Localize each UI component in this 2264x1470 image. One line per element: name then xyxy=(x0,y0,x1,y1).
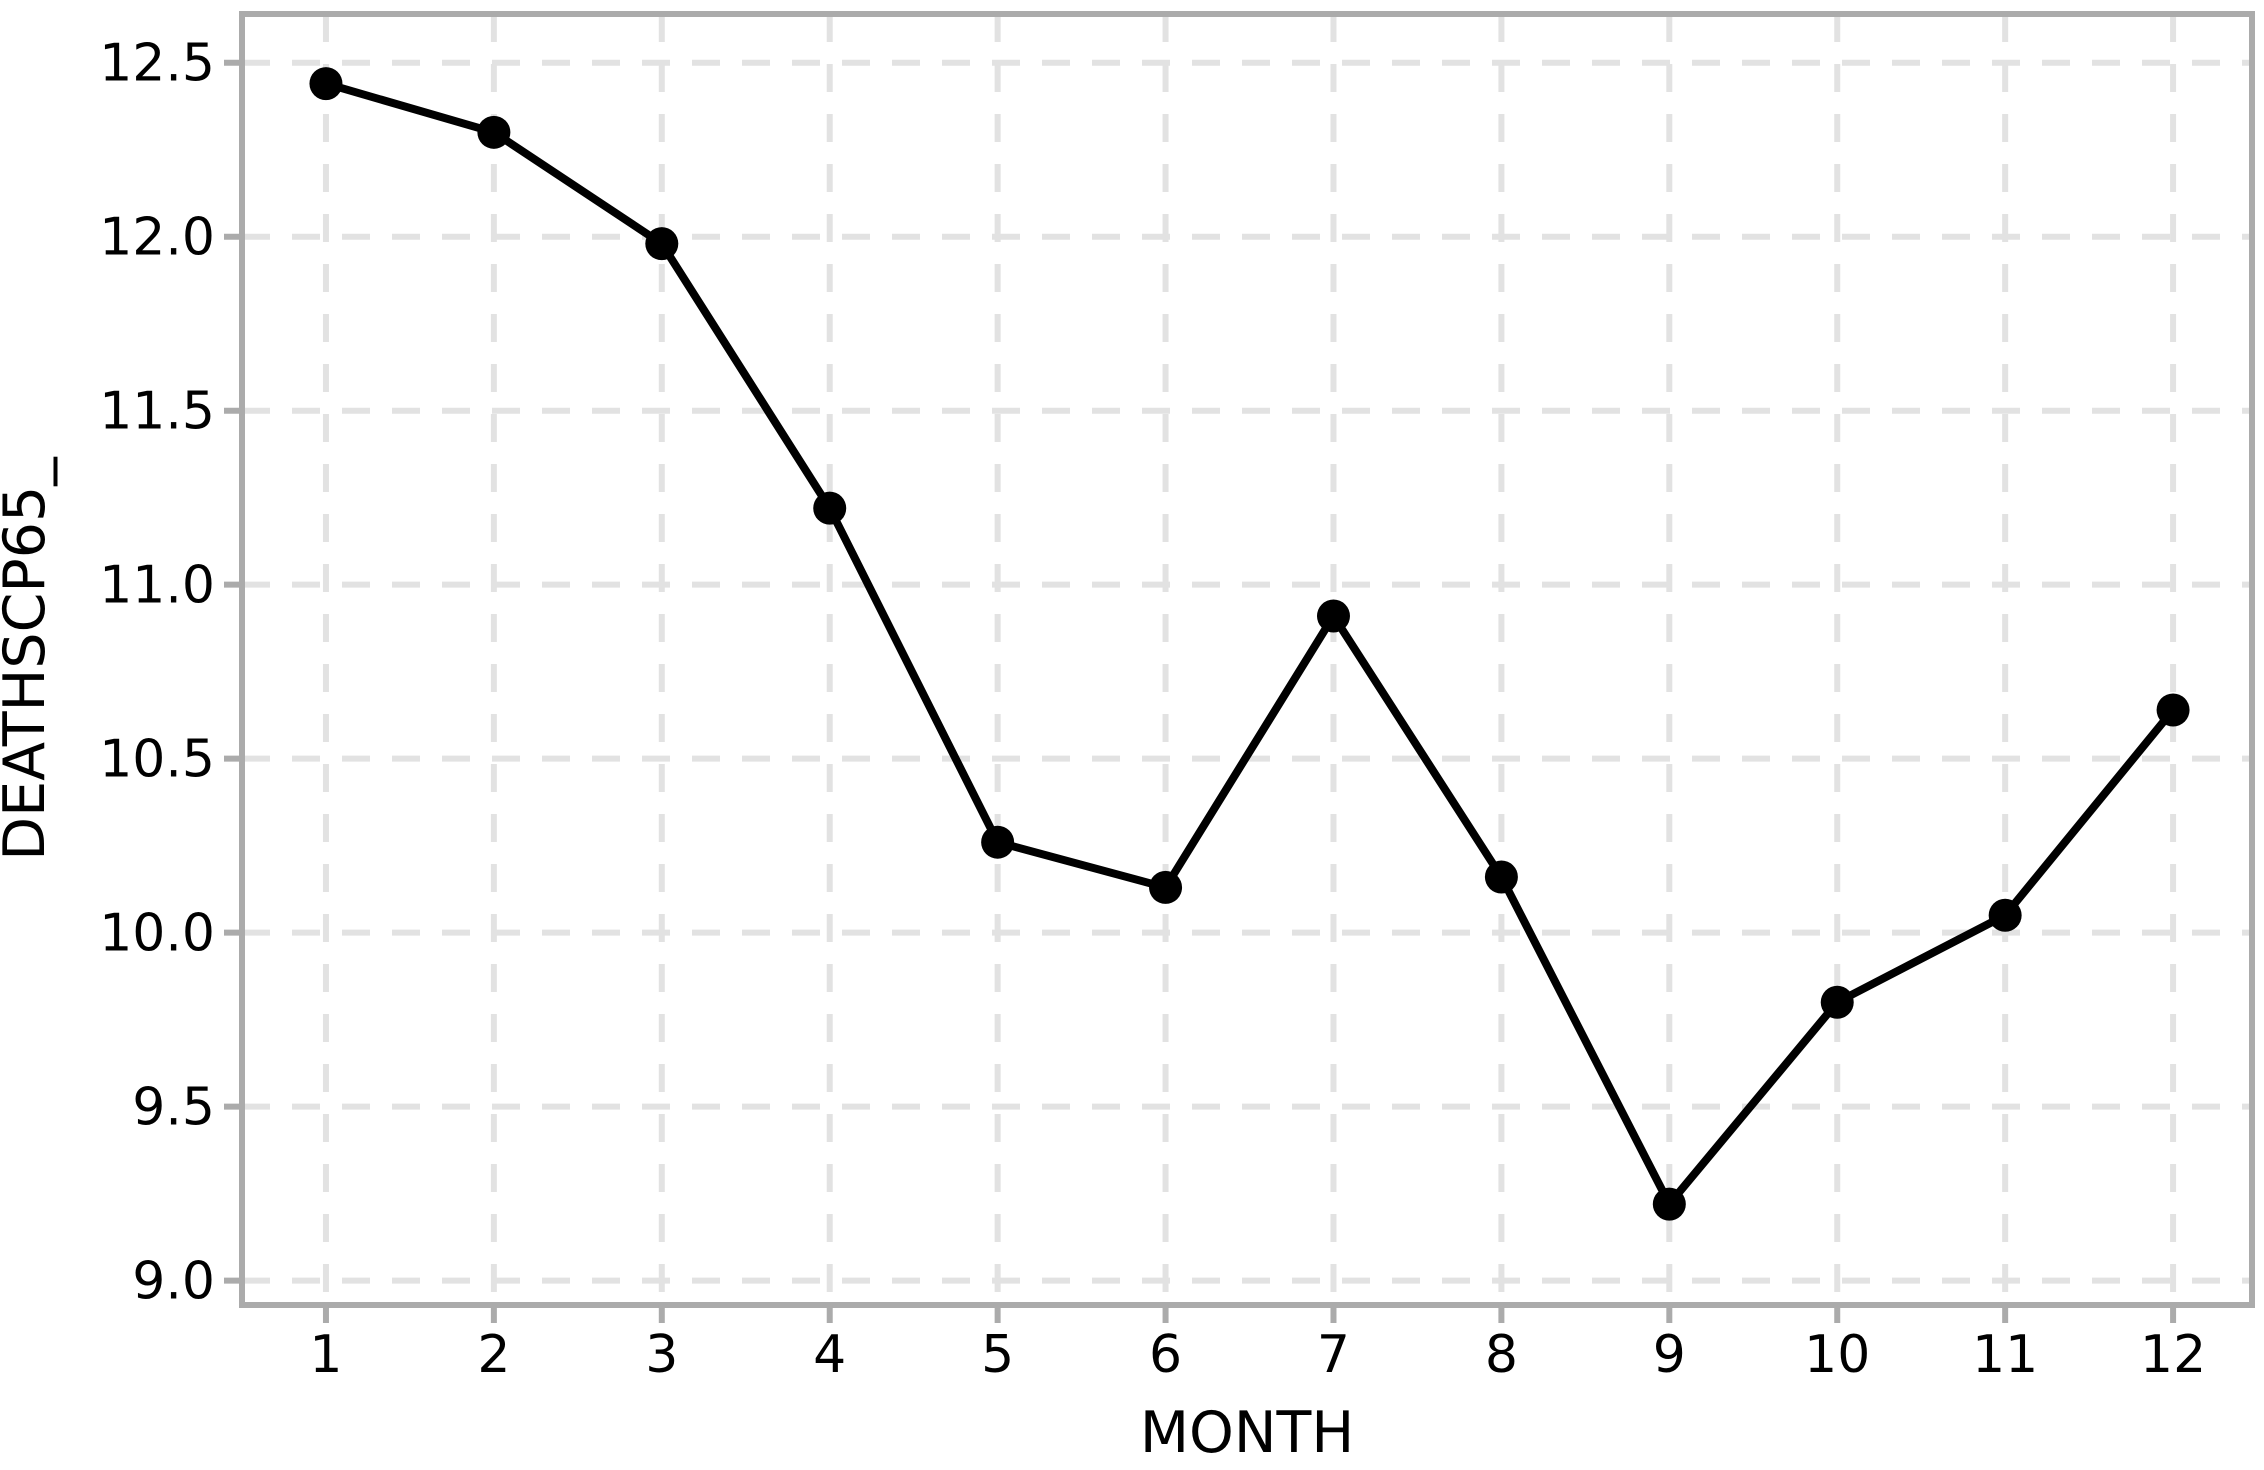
data-point xyxy=(1484,860,1518,894)
y-tick-label: 9.5 xyxy=(132,1078,215,1138)
x-tick-label: 5 xyxy=(981,1325,1014,1385)
data-point xyxy=(1820,985,1854,1019)
data-point xyxy=(477,115,511,149)
x-tick-label: 11 xyxy=(1972,1325,2038,1385)
data-point xyxy=(981,825,1015,859)
data-point xyxy=(1988,898,2022,932)
y-tick-label: 11.0 xyxy=(99,556,215,616)
x-tick-label: 3 xyxy=(645,1325,678,1385)
x-axis-title: MONTH xyxy=(1140,1400,1354,1466)
data-point xyxy=(813,491,847,525)
x-tick-label: 8 xyxy=(1485,1325,1518,1385)
x-tick-label: 1 xyxy=(309,1325,342,1385)
y-axis-title: DEATHSCP65_ xyxy=(0,456,58,861)
x-tick-label: 9 xyxy=(1653,1325,1686,1385)
y-tick-label: 12.0 xyxy=(99,208,215,268)
series-line xyxy=(321,79,2178,1209)
panel-border xyxy=(239,11,2255,1308)
y-tick-label: 11.5 xyxy=(99,382,215,442)
y-tick-label: 9.0 xyxy=(132,1252,215,1312)
data-point xyxy=(309,67,343,101)
y-tick-label: 12.5 xyxy=(99,34,215,94)
x-tick-label: 7 xyxy=(1317,1325,1350,1385)
data-point xyxy=(2156,693,2190,727)
x-tick-label: 6 xyxy=(1149,1325,1182,1385)
x-tick-label: 10 xyxy=(1804,1325,1870,1385)
x-tick-label: 2 xyxy=(477,1325,510,1385)
axis-layer: 1 2 3 4 5 6 7 8 9 10 11 129.09.510.010.511.011.512.… xyxy=(99,11,2255,1385)
x-tick-label: 12 xyxy=(2140,1325,2206,1385)
data-point xyxy=(1149,870,1183,904)
y-tick-label: 10.5 xyxy=(99,730,215,790)
grid-layer xyxy=(242,14,2252,1305)
x-tick-label: 4 xyxy=(813,1325,846,1385)
data-point xyxy=(1316,599,1350,633)
y-tick-label: 10.0 xyxy=(99,904,215,964)
data-point xyxy=(645,227,679,261)
series-layer xyxy=(309,67,2190,1221)
data-point xyxy=(1652,1187,1686,1221)
